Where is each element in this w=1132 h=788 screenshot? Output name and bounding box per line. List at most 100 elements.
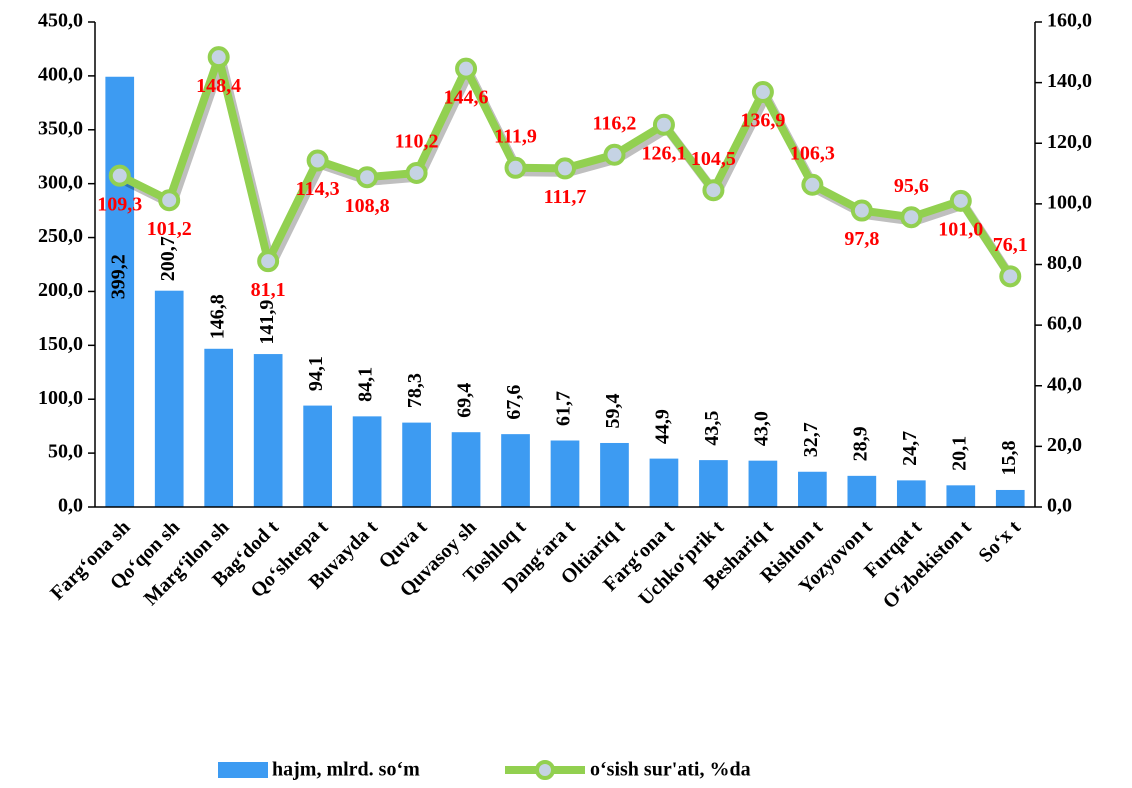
y2-tick-label: 0,0 [1047,495,1072,517]
y2-tick-label: 100,0 [1047,191,1092,213]
line-value-label: 136,9 [740,110,785,132]
marker [504,156,527,179]
bar-value-label: 84,1 [355,367,377,402]
bar [303,405,332,507]
bar [748,460,778,507]
bar [798,471,827,507]
marker [108,164,131,187]
marker [801,173,824,196]
marker [257,250,280,273]
bar-value-label: 67,6 [503,385,525,420]
bar-value-label: 20,1 [948,436,970,471]
bar [352,416,382,507]
bar [946,485,976,507]
y-tick-label: 50,0 [48,441,83,463]
bar [600,442,629,507]
line-value-label: 95,6 [894,175,929,197]
line-value-label: 109,3 [97,193,142,215]
bar-value-label: 59,4 [602,393,624,428]
bar [550,440,580,507]
legend-marker [535,760,555,780]
line-value-label: 104,5 [691,148,736,170]
bar-value-label: 61,7 [553,391,575,426]
marker [702,179,725,202]
marker [751,81,774,104]
bar-value-label: 399,2 [107,254,129,299]
line-value-label: 108,8 [345,195,390,217]
y2-tick-label: 120,0 [1047,131,1092,153]
bar [649,458,679,507]
line-value-label: 144,6 [444,86,489,108]
line-value-label: 106,3 [790,142,835,164]
bar [451,432,481,507]
y-tick-label: 400,0 [38,63,83,85]
marker [949,189,972,212]
bar [896,480,926,507]
line-value-label: 97,8 [844,228,879,250]
line-value-label: 116,2 [593,112,637,134]
y2-tick-label: 160,0 [1047,10,1092,32]
line-value-label: 101,0 [938,218,983,240]
bar-value-label: 44,9 [652,409,674,444]
y-tick-label: 200,0 [38,279,83,301]
line-value-label: 111,9 [494,125,537,147]
bar-value-label: 200,7 [157,236,179,281]
bar-value-label: 146,8 [206,294,228,339]
y-tick-label: 300,0 [38,171,83,193]
bar-value-label: 24,7 [899,431,921,466]
marker [554,157,576,180]
y2-tick-label: 60,0 [1047,313,1082,335]
bar [402,422,431,507]
bar-value-label: 28,9 [849,426,871,461]
marker [850,199,873,222]
bar-value-label: 32,7 [800,422,822,457]
y-tick-label: 150,0 [38,333,83,355]
marker [652,113,675,136]
y2-tick-label: 80,0 [1047,252,1082,274]
marker [207,46,230,69]
marker [900,206,923,229]
line-value-label: 76,1 [993,234,1028,256]
line-value-label: 101,2 [147,218,192,240]
line-value-label: 110,2 [395,131,439,153]
marker [455,57,478,80]
y-tick-label: 100,0 [38,387,83,409]
line-value-label: 126,1 [641,142,686,164]
y2-tick-label: 20,0 [1047,434,1082,456]
marker [356,166,379,189]
y-tick-label: 250,0 [38,225,83,247]
bar-value-label: 43,5 [701,411,723,446]
legend-label: hajm, mlrd. so‘m [272,759,420,781]
line-value-label: 111,7 [544,186,587,208]
bar [995,489,1025,507]
marker [999,265,1022,288]
y-tick-label: 450,0 [38,10,83,32]
line-value-label: 148,4 [196,75,241,97]
bar [847,475,877,507]
bar-value-label: 78,3 [404,373,426,408]
bar-value-label: 141,9 [256,300,278,345]
y2-tick-label: 40,0 [1047,373,1082,395]
marker [603,143,626,166]
bar [699,460,728,507]
marker [158,189,181,212]
marker [306,149,329,172]
y2-tick-label: 140,0 [1047,70,1092,92]
line-value-label: 81,1 [251,279,286,301]
x-tick-label: So‘x t [975,516,1026,567]
marker [405,161,428,184]
bar-value-label: 43,0 [750,411,772,446]
y-tick-label: 0,0 [58,495,83,517]
bar [154,290,184,507]
bar-value-label: 94,1 [305,356,327,391]
line-value-label: 114,3 [296,178,340,200]
legend-label: o‘sish sur'ati, %da [590,759,751,781]
bar-value-label: 15,8 [998,440,1020,475]
bar [204,348,234,507]
bar [105,76,135,508]
legend-swatch [218,762,268,778]
bar [253,354,283,507]
bar [501,434,530,507]
bar-value-label: 69,4 [454,383,476,418]
